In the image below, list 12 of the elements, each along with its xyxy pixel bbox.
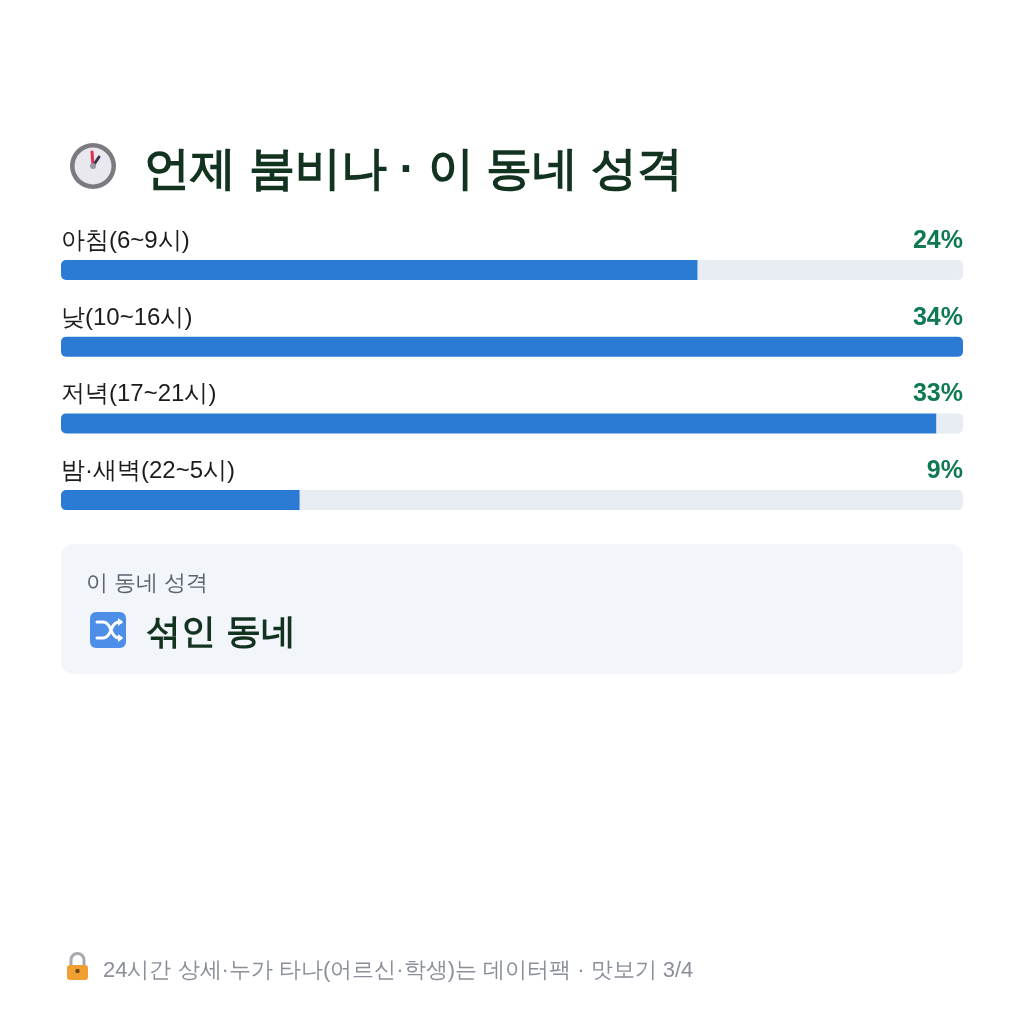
category-label: 밤·새벽(22~5시) xyxy=(61,456,236,484)
title: 언제 붐비나 · 이 동네 성격 xyxy=(144,142,684,194)
data-label: 34% xyxy=(912,301,963,330)
annotation: 이 동네 성격 xyxy=(86,570,209,595)
annotation: 섞인 동네 xyxy=(146,611,296,650)
category-label: 아침(6~9시) xyxy=(61,226,190,253)
category-label: 낮(10~16시) xyxy=(61,302,193,330)
category-label: 저녁(17~21시) xyxy=(61,379,217,407)
data-label: 33% xyxy=(912,378,963,407)
annotation: 24시간 상세·누가 타나(어르신·학생)는 데이터팩 · 맛보기 3/4 xyxy=(103,957,694,982)
data-label: 9% xyxy=(926,455,963,484)
data-label: 24% xyxy=(912,225,963,253)
